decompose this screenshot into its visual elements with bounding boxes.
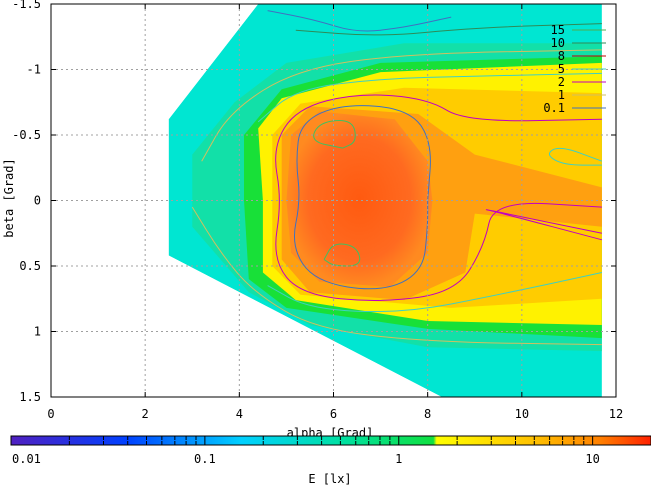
legend-label: 0.1 — [543, 101, 565, 115]
y-axis-label: beta [Grad] — [2, 158, 16, 237]
x-tick-label: 0 — [47, 407, 54, 421]
zone-high-illuminance — [286, 111, 433, 288]
contour-line — [485, 209, 603, 241]
contour-line — [313, 119, 356, 149]
y-axis-ticks: -1.5 -1 -0.5 0 0.5 1 1.5 — [12, 0, 616, 404]
y-tick-label: 1 — [34, 325, 41, 339]
legend-label: 8 — [558, 49, 565, 63]
colorbar-tick-label: 0.1 — [194, 452, 216, 466]
colorbar-tick-label: 0.01 — [12, 452, 41, 466]
contour-line — [267, 10, 452, 32]
contour-line — [201, 49, 602, 162]
x-tick-label: 12 — [609, 407, 623, 421]
legend-label: 5 — [558, 62, 565, 76]
heatmap-field — [168, 4, 603, 397]
x-tick-label: 6 — [330, 407, 337, 421]
x-tick-label: 10 — [515, 407, 529, 421]
x-tick-label: 2 — [142, 407, 149, 421]
y-tick-label: 0.5 — [19, 259, 41, 273]
contour-line — [275, 94, 602, 301]
x-tick-label: 4 — [236, 407, 243, 421]
colorbar-gradient — [10, 435, 651, 446]
y-tick-label: -1.5 — [12, 0, 41, 11]
legend-label: 10 — [551, 36, 565, 50]
grid-lines — [51, 4, 616, 397]
y-tick-label: -1 — [27, 63, 41, 77]
contour-line — [191, 206, 602, 346]
x-axis-ticks: 0 2 4 6 8 10 12 — [47, 4, 623, 421]
contour-lines — [191, 10, 603, 346]
y-tick-label: -0.5 — [12, 128, 41, 142]
legend-label: 15 — [551, 23, 565, 37]
contour-line — [295, 23, 602, 36]
colorbar-ticks: 0.01 0.1 1 10 — [10, 436, 651, 466]
colorbar-label: E [lx] — [308, 472, 351, 486]
contour-line — [548, 147, 603, 166]
y-tick-label: 1.5 — [19, 390, 41, 404]
y-tick-label: 0 — [34, 194, 41, 208]
contour-line — [257, 72, 602, 123]
x-tick-label: 8 — [424, 407, 431, 421]
colorbar-tick-label: 1 — [395, 452, 402, 466]
colorbar: 0.01 0.1 1 10 E [lx] — [10, 435, 651, 486]
contour-line — [293, 105, 431, 290]
legend-label: 2 — [558, 75, 565, 89]
contour-line — [267, 272, 603, 313]
legend-label: 1 — [558, 88, 565, 102]
colorbar-tick-label: 10 — [585, 452, 599, 466]
